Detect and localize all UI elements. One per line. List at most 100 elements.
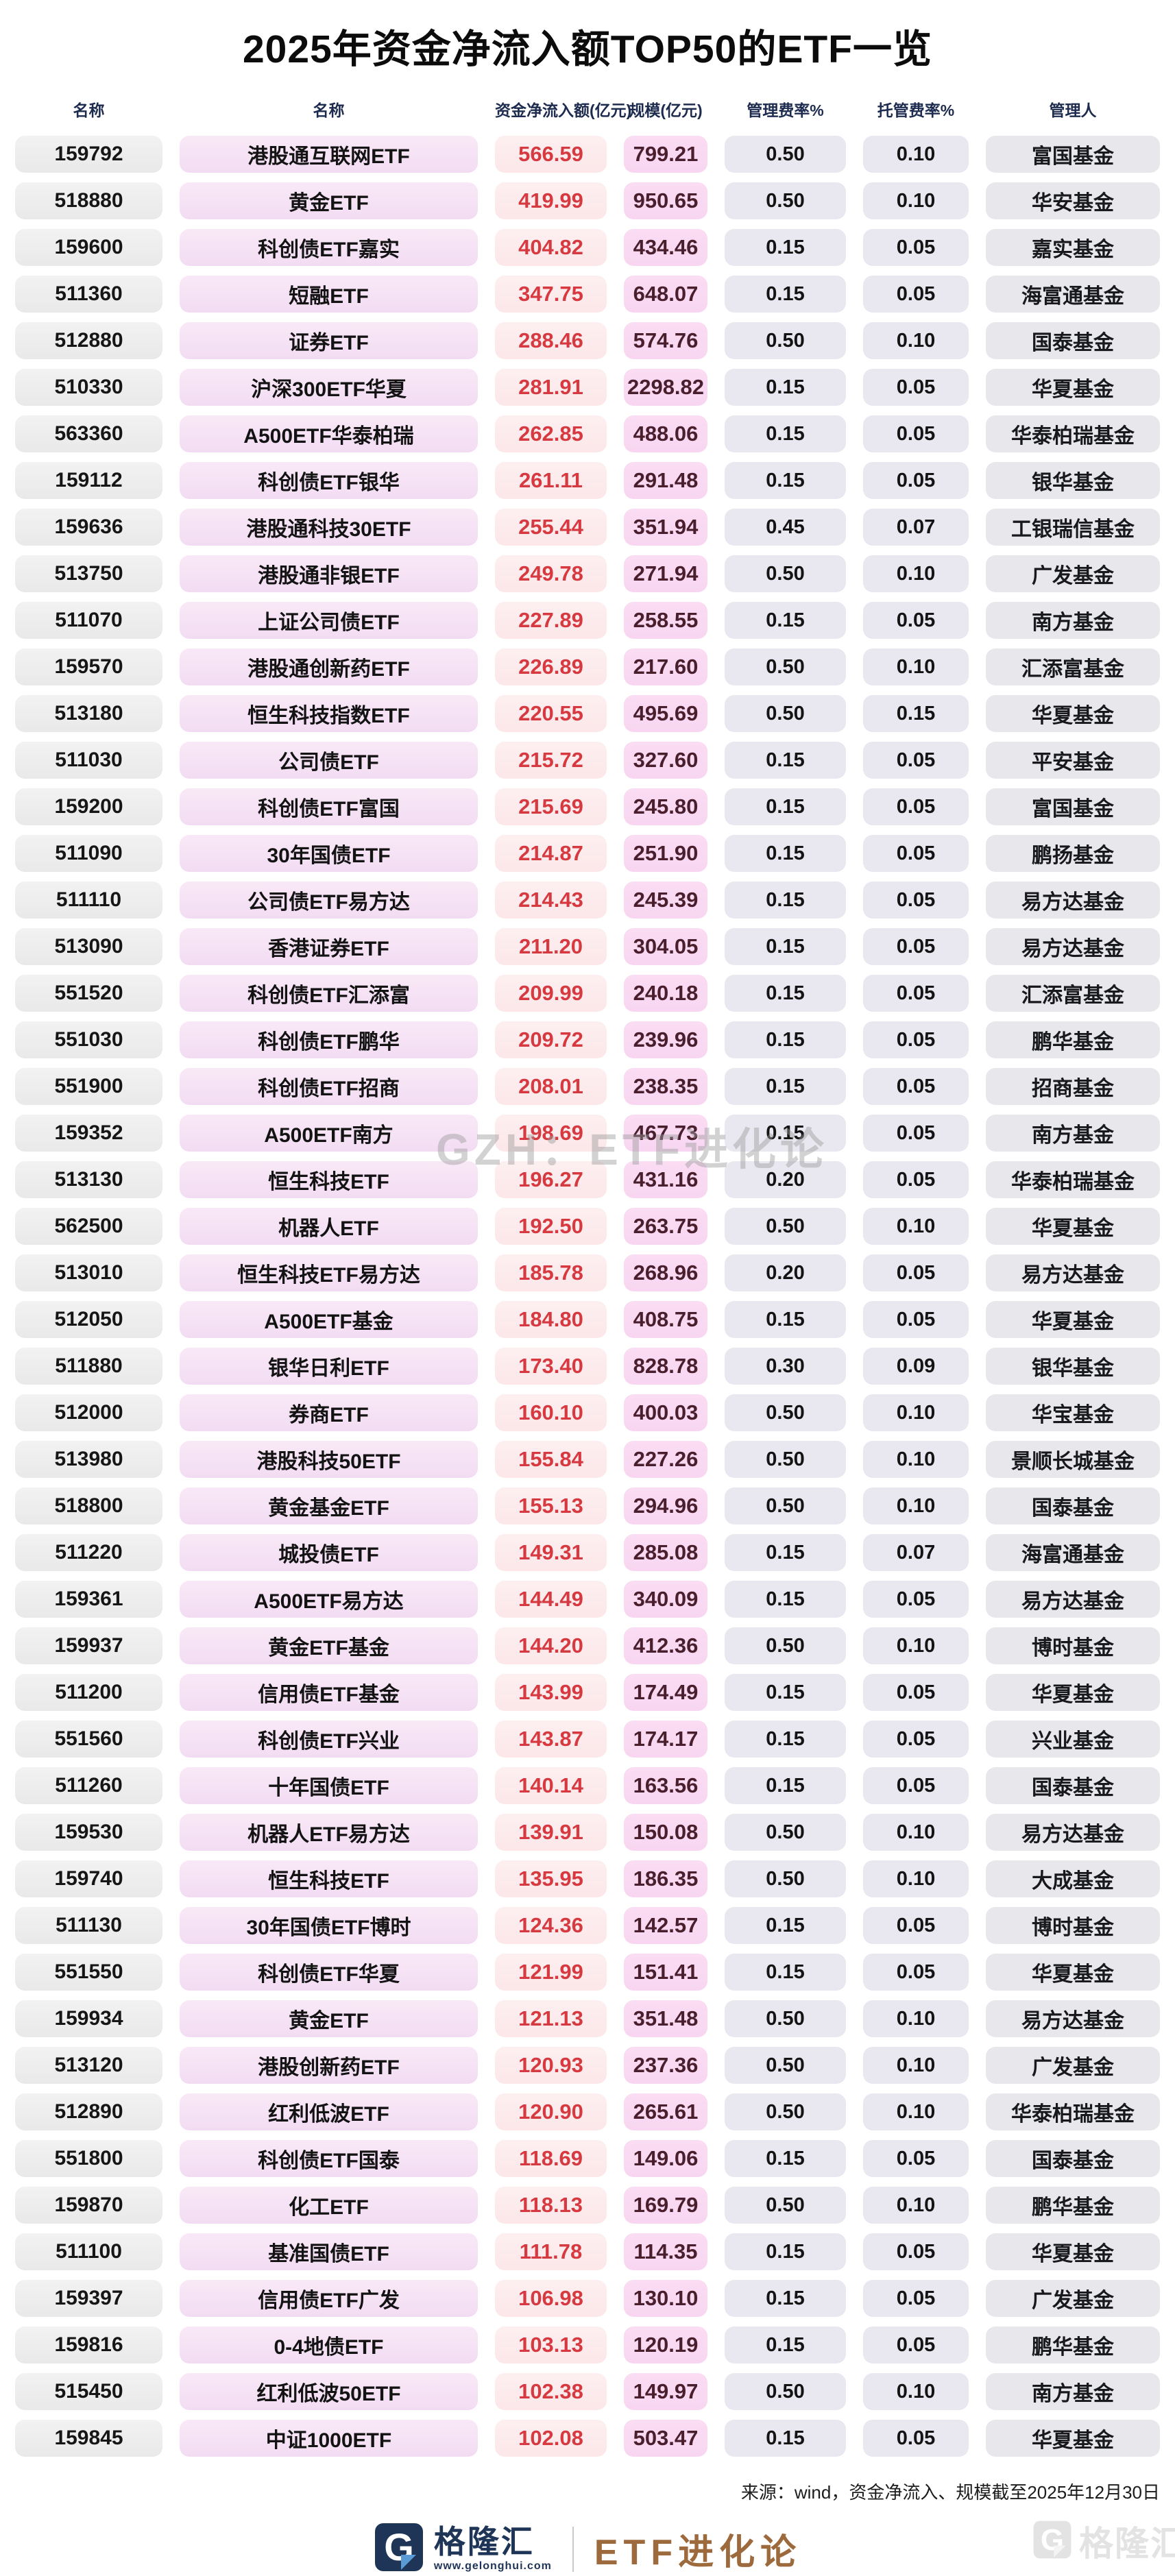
- name-cell: 恒生科技ETF: [180, 1161, 478, 1198]
- inflow-cell: 347.75: [495, 276, 607, 313]
- table-row: 159937 黄金ETF基金 144.20 412.36 0.50 0.10 博…: [0, 1627, 1175, 1664]
- mgmt-fee-cell: 0.15: [725, 882, 846, 919]
- custody-fee-cell: 0.05: [863, 602, 969, 639]
- scale-cell: 251.90: [624, 835, 707, 872]
- manager-cell: 富国基金: [986, 788, 1160, 825]
- table-row: 551800 科创债ETF国泰 118.69 149.06 0.15 0.05 …: [0, 2140, 1175, 2177]
- name-cell: 港股创新药ETF: [180, 2047, 478, 2084]
- table-row: 512880 证券ETF 288.46 574.76 0.50 0.10 国泰基…: [0, 322, 1175, 359]
- scale-cell: 174.17: [624, 1721, 707, 1758]
- mgmt-fee-cell: 0.15: [725, 415, 846, 452]
- manager-cell: 华泰柏瑞基金: [986, 415, 1160, 452]
- name-cell: 红利低波ETF: [180, 2093, 478, 2130]
- table-row: 512000 券商ETF 160.10 400.03 0.50 0.10 华宝基…: [0, 1394, 1175, 1431]
- scale-cell: 265.61: [624, 2093, 707, 2130]
- manager-cell: 鹏扬基金: [986, 835, 1160, 872]
- scale-cell: 271.94: [624, 555, 707, 592]
- mgmt-fee-cell: 0.50: [725, 1860, 846, 1897]
- mgmt-fee-cell: 0.50: [725, 136, 846, 173]
- code-cell: 510330: [15, 369, 162, 406]
- column-header-manager: 管理人: [1049, 101, 1097, 119]
- table-row: 513130 恒生科技ETF 196.27 431.16 0.20 0.05 华…: [0, 1161, 1175, 1198]
- custody-fee-cell: 0.05: [863, 369, 969, 406]
- footer-branding: G 格隆汇 www.gelonghui.com ETF进化论: [0, 2522, 1175, 2576]
- scale-cell: 431.16: [624, 1161, 707, 1198]
- manager-cell: 博时基金: [986, 1907, 1160, 1944]
- name-cell: 证券ETF: [180, 322, 478, 359]
- manager-cell: 华夏基金: [986, 2420, 1160, 2457]
- code-cell: 513980: [15, 1441, 162, 1478]
- table-row: 551900 科创债ETF招商 208.01 238.35 0.15 0.05 …: [0, 1068, 1175, 1105]
- custody-fee-cell: 0.05: [863, 1068, 969, 1105]
- inflow-cell: 214.87: [495, 835, 607, 872]
- code-cell: 511260: [15, 1767, 162, 1804]
- inflow-cell: 155.84: [495, 1441, 607, 1478]
- table-row: 513980 港股科技50ETF 155.84 227.26 0.50 0.10…: [0, 1441, 1175, 1478]
- page-title: 2025年资金净流入额TOP50的ETF一览: [242, 27, 932, 71]
- manager-cell: 易方达基金: [986, 928, 1160, 965]
- inflow-cell: 566.59: [495, 136, 607, 173]
- manager-cell: 南方基金: [986, 2373, 1160, 2410]
- name-cell: 恒生科技ETF: [180, 1860, 478, 1897]
- mgmt-fee-cell: 0.50: [725, 1487, 846, 1524]
- inflow-cell: 208.01: [495, 1068, 607, 1105]
- inflow-cell: 118.69: [495, 2140, 607, 2177]
- scale-cell: 268.96: [624, 1254, 707, 1291]
- table-row: 511090 30年国债ETF 214.87 251.90 0.15 0.05 …: [0, 835, 1175, 872]
- manager-cell: 广发基金: [986, 2280, 1160, 2317]
- table-row: 513750 港股通非银ETF 249.78 271.94 0.50 0.10 …: [0, 555, 1175, 592]
- manager-cell: 易方达基金: [986, 1581, 1160, 1618]
- scale-cell: 149.97: [624, 2373, 707, 2410]
- custody-fee-cell: 0.05: [863, 1581, 969, 1618]
- scale-cell: 400.03: [624, 1394, 707, 1431]
- scale-cell: 174.49: [624, 1674, 707, 1711]
- name-cell: 科创债ETF汇添富: [180, 975, 478, 1012]
- inflow-cell: 192.50: [495, 1208, 607, 1245]
- custody-fee-cell: 0.10: [863, 2000, 969, 2037]
- name-cell: 科创债ETF富国: [180, 788, 478, 825]
- mgmt-fee-cell: 0.15: [725, 1721, 846, 1758]
- table-row: 511130 30年国债ETF博时 124.36 142.57 0.15 0.0…: [0, 1907, 1175, 1944]
- table-row: 159816 0-4地债ETF 103.13 120.19 0.15 0.05 …: [0, 2326, 1175, 2364]
- code-cell: 159937: [15, 1627, 162, 1664]
- custody-fee-cell: 0.05: [863, 1301, 969, 1338]
- manager-cell: 易方达基金: [986, 2000, 1160, 2037]
- code-cell: 159816: [15, 2326, 162, 2364]
- name-cell: 恒生科技指数ETF: [180, 695, 478, 732]
- mgmt-fee-cell: 0.50: [725, 695, 846, 732]
- custody-fee-cell: 0.10: [863, 2047, 969, 2084]
- custody-fee-cell: 0.10: [863, 555, 969, 592]
- scale-cell: 434.46: [624, 229, 707, 266]
- scale-cell: 258.55: [624, 602, 707, 639]
- code-cell: 513090: [15, 928, 162, 965]
- manager-cell: 国泰基金: [986, 322, 1160, 359]
- custody-fee-cell: 0.05: [863, 2326, 969, 2364]
- table-row: 159397 信用债ETF广发 106.98 130.10 0.15 0.05 …: [0, 2280, 1175, 2317]
- scale-cell: 163.56: [624, 1767, 707, 1804]
- table-row: 513180 恒生科技指数ETF 220.55 495.69 0.50 0.15…: [0, 695, 1175, 732]
- manager-cell: 华夏基金: [986, 695, 1160, 732]
- table-row: 511110 公司债ETF易方达 214.43 245.39 0.15 0.05…: [0, 882, 1175, 919]
- code-cell: 511130: [15, 1907, 162, 1944]
- inflow-cell: 261.11: [495, 462, 607, 499]
- scale-cell: 149.06: [624, 2140, 707, 2177]
- inflow-cell: 155.13: [495, 1487, 607, 1524]
- name-cell: 黄金基金ETF: [180, 1487, 478, 1524]
- table-row: 159352 A500ETF南方 198.69 467.73 0.15 0.05…: [0, 1115, 1175, 1152]
- table-row: 159112 科创债ETF银华 261.11 291.48 0.15 0.05 …: [0, 462, 1175, 499]
- inflow-cell: 226.89: [495, 648, 607, 685]
- name-cell: 中证1000ETF: [180, 2420, 478, 2457]
- column-brand-title: ETF进化论: [594, 2533, 802, 2573]
- scale-cell: 186.35: [624, 1860, 707, 1897]
- code-cell: 513010: [15, 1254, 162, 1291]
- code-cell: 159530: [15, 1814, 162, 1851]
- custody-fee-cell: 0.05: [863, 1674, 969, 1711]
- mgmt-fee-cell: 0.15: [725, 602, 846, 639]
- code-cell: 159570: [15, 648, 162, 685]
- mgmt-fee-cell: 0.15: [725, 2140, 846, 2177]
- inflow-cell: 288.46: [495, 322, 607, 359]
- code-cell: 513750: [15, 555, 162, 592]
- manager-cell: 华夏基金: [986, 1301, 1160, 1338]
- custody-fee-cell: 0.10: [863, 136, 969, 173]
- name-cell: 券商ETF: [180, 1394, 478, 1431]
